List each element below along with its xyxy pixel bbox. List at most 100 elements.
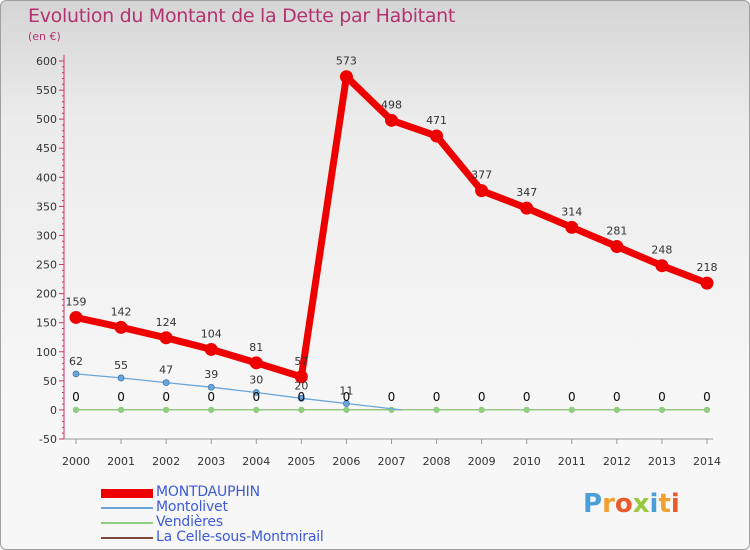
data-label-zero: 0 (252, 390, 260, 404)
y-tick-label: 100 (36, 346, 57, 359)
y-tick-label: 300 (36, 229, 57, 242)
data-point (252, 389, 260, 396)
data-point (294, 370, 308, 384)
data-label-zero: 0 (117, 390, 125, 404)
data-label-montdauphin: 218 (697, 261, 718, 274)
data-label-zero: 0 (433, 390, 441, 404)
data-label-montdauphin: 124 (156, 316, 177, 329)
data-point (159, 331, 173, 345)
data-label-zero: 0 (72, 390, 80, 404)
data-point (655, 259, 669, 273)
data-label-montdauphin: 573 (336, 55, 357, 68)
data-point (162, 379, 170, 386)
data-point (297, 394, 305, 402)
data-point (385, 113, 398, 127)
logo-letter: i (649, 489, 659, 519)
data-point (343, 406, 350, 413)
logo-letter: t (658, 489, 671, 519)
legend-swatch (101, 522, 153, 524)
x-tick-label: 2007 (378, 455, 406, 468)
data-label-montdauphin: 57 (294, 355, 308, 368)
logo-letter: o (614, 489, 633, 519)
data-label-montolivet: 39 (204, 368, 218, 381)
x-tick-label: 2009 (468, 455, 496, 468)
data-label-montdauphin: 248 (651, 244, 672, 257)
y-tick-label: 500 (36, 113, 57, 126)
data-point (658, 406, 665, 413)
data-label-zero: 0 (613, 390, 621, 404)
data-label-montdauphin: 498 (381, 98, 402, 111)
data-point (700, 276, 714, 290)
data-point (704, 406, 710, 413)
data-labels: 159 142 124 104 81 57 573 498 471 377 347 314 281 248… (66, 55, 718, 404)
data-label-zero: 0 (298, 390, 306, 404)
data-label-zero: 0 (523, 390, 531, 404)
y-tick-label: 600 (36, 55, 57, 68)
data-label-zero: 0 (343, 390, 351, 404)
data-point (339, 70, 353, 84)
data-label-zero: 0 (658, 390, 666, 404)
data-label-montolivet: 11 (339, 385, 353, 398)
data-label-zero: 0 (343, 390, 351, 404)
data-label-montdauphin: 347 (516, 186, 537, 199)
data-label-zero: 0 (72, 390, 80, 404)
logo-letter: P (583, 489, 603, 519)
data-label-zero: 0 (388, 390, 396, 404)
data-point (565, 220, 579, 234)
y-tick-label: 450 (36, 142, 57, 155)
data-point (433, 406, 440, 413)
series-line-montolivet (75, 373, 402, 411)
data-point (523, 406, 530, 413)
data-label-montolivet: 62 (69, 355, 83, 368)
data-label-zero: 0 (388, 390, 396, 404)
data-label-zero: 0 (568, 390, 576, 404)
data-label-zero: 0 (613, 390, 621, 404)
data-label-zero: 0 (703, 390, 711, 404)
data-point (69, 310, 83, 324)
chart-unit: (en €) (28, 30, 61, 43)
data-label-montolivet: 20 (294, 379, 308, 392)
x-tick-label: 2004 (242, 455, 270, 468)
data-point (613, 406, 620, 413)
y-tick-label: 350 (36, 200, 57, 213)
legend-label: La Celle-sous-Montmirail (156, 529, 324, 545)
x-tick-label: 2003 (197, 455, 225, 468)
data-label-zero: 0 (523, 390, 531, 404)
legend-swatch (101, 537, 153, 539)
data-point (118, 406, 125, 413)
data-label-montolivet: 30 (249, 373, 263, 386)
data-label-montdauphin: 281 (606, 225, 627, 238)
data-label-zero: 0 (252, 390, 260, 404)
y-tick-label: 400 (36, 171, 57, 184)
data-point (520, 201, 534, 215)
data-point (73, 406, 79, 413)
legend-swatch (101, 507, 153, 509)
data-label-montdauphin: 104 (201, 327, 222, 340)
y-tick-label: 250 (36, 259, 57, 272)
data-point (207, 383, 215, 391)
x-tick-label: 2001 (107, 455, 135, 468)
data-point (72, 370, 80, 378)
data-point (343, 400, 350, 407)
x-tick-label: 2014 (693, 455, 721, 468)
legend-swatch (101, 488, 153, 498)
data-point (249, 356, 263, 370)
data-label-zero: 0 (207, 390, 215, 404)
data-point (298, 406, 305, 413)
data-point (114, 320, 128, 334)
data-label-zero: 0 (703, 390, 711, 404)
y-tick-label: 150 (36, 317, 57, 330)
y-tick-label: 200 (36, 288, 57, 301)
x-tick-label: 2010 (513, 455, 541, 468)
x-tick-label: 2006 (332, 455, 360, 468)
y-tick-label: 550 (36, 84, 57, 97)
data-label-montdauphin: 142 (111, 305, 132, 318)
data-label-zero: 0 (207, 390, 215, 404)
data-label-montdauphin: 314 (561, 205, 582, 218)
legend-label: Montolivet (156, 499, 228, 515)
data-point (163, 406, 170, 413)
x-tick-label: 2013 (648, 455, 676, 468)
data-point (475, 184, 489, 198)
